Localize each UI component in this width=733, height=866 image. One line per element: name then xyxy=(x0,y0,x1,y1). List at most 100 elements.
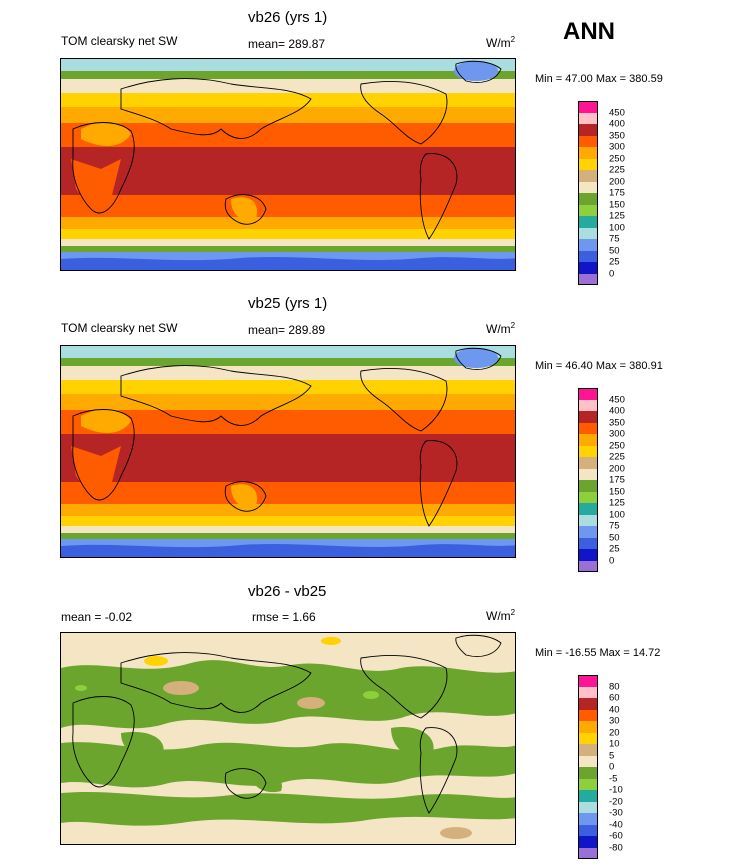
panel2-mean: mean= 289.89 xyxy=(248,323,326,337)
panel1-cb-tick: 50 xyxy=(609,245,620,256)
panel3-cb-tick: -80 xyxy=(609,842,623,853)
colorbar-frame xyxy=(578,388,598,572)
colorbar-swatch xyxy=(578,250,598,262)
colorbar-swatch xyxy=(578,537,598,549)
colorbar-swatch xyxy=(578,767,598,779)
colorbar-swatch xyxy=(578,399,598,411)
band-arctic xyxy=(61,59,515,71)
panel1-cb-tick: 150 xyxy=(609,199,625,210)
colorbar-swatch xyxy=(578,744,598,756)
colorbar-swatch xyxy=(578,216,598,228)
north-america-coast xyxy=(360,368,448,432)
colorbar-swatch xyxy=(578,273,598,285)
panel1-mean: mean= 289.87 xyxy=(248,37,326,51)
panel2-cb-tick: 75 xyxy=(609,520,620,532)
panel3-cb-tick: 10 xyxy=(609,738,620,750)
panel2-cb-tick: 400 xyxy=(609,405,625,417)
band-equator xyxy=(61,147,515,195)
north-america-coast xyxy=(360,81,448,145)
colorbar-swatch xyxy=(578,480,598,492)
band-s-mid xyxy=(61,229,515,239)
panel3-cb-tick: 60 xyxy=(609,692,620,704)
colorbar-frame xyxy=(578,675,598,859)
panel1-cb-tick: 300 xyxy=(609,141,625,153)
band-n-mid xyxy=(61,93,515,107)
panel3-cb-tick: 20 xyxy=(609,727,620,738)
panel2-units: W/m2 xyxy=(486,321,516,336)
colorbar-swatch xyxy=(578,675,598,687)
panel3-cb-tick: 30 xyxy=(609,715,620,727)
colorbar-swatch xyxy=(578,170,598,182)
panel1-cb-tick: 200 xyxy=(609,176,625,187)
panel2-cb-tick: 350 xyxy=(609,417,625,428)
band-s-trop xyxy=(61,195,515,217)
colorbar-swatch xyxy=(578,135,598,147)
panel1-cb-tick: 450 xyxy=(609,107,625,118)
colorbar-swatch xyxy=(578,112,598,124)
eurasia-coast xyxy=(120,365,312,426)
panel3-cb-tick: -10 xyxy=(609,784,623,796)
band-n-high xyxy=(61,79,515,93)
panel2-map-svg xyxy=(61,346,515,557)
panel2-cb-tick: 50 xyxy=(609,532,620,543)
panel1-cb-tick: 350 xyxy=(609,130,625,141)
colorbar-swatch xyxy=(578,709,598,721)
colorbar-swatch xyxy=(578,422,598,434)
africa-coast xyxy=(72,409,135,501)
panel1-title: vb26 (yrs 1) xyxy=(248,9,328,26)
band-s-subpolar xyxy=(61,246,515,252)
panel3-units: W/m2 xyxy=(486,608,516,623)
panel1-cb-tick: 175 xyxy=(609,187,625,199)
panel1-map-svg xyxy=(61,59,515,270)
panel1-cb-tick: 250 xyxy=(609,153,625,164)
colorbar-swatch xyxy=(578,411,598,423)
panel2-title: vb25 (yrs 1) xyxy=(248,295,328,312)
panel3-mean: mean = -0.02 xyxy=(61,610,133,624)
panel1-cb-tick: 25 xyxy=(609,256,620,268)
panel1-units: W/m2 xyxy=(486,35,516,50)
panel1-cb-tick: 75 xyxy=(609,233,620,245)
panel3-minmax: Min = -16.55 Max = 14.72 xyxy=(535,647,661,659)
colorbar-swatch xyxy=(578,560,598,572)
colorbar-swatch xyxy=(578,239,598,251)
colorbar-swatch xyxy=(578,778,598,790)
panel1-cb-tick: 100 xyxy=(609,222,625,233)
band-arctic xyxy=(61,346,515,358)
panel2-cb-tick: 175 xyxy=(609,474,625,486)
colorbar-swatch xyxy=(578,193,598,205)
colorbar-swatch xyxy=(578,445,598,457)
colorbar-swatch xyxy=(578,813,598,825)
colorbar-swatch xyxy=(578,468,598,480)
colorbar-swatch xyxy=(578,503,598,515)
band-subarctic xyxy=(61,71,515,79)
panel3-cb-tick: 5 xyxy=(609,750,615,761)
panel3-cb-tick: 80 xyxy=(609,681,620,692)
eurasia-coast xyxy=(120,78,312,139)
panel3-map-svg xyxy=(61,633,515,844)
colorbar-swatch xyxy=(578,262,598,274)
panel3-cb-tick: -30 xyxy=(609,807,623,819)
panel1-cb-tick: 225 xyxy=(609,164,625,176)
colorbar-swatch xyxy=(578,836,598,848)
colorbar-swatch xyxy=(578,227,598,239)
colorbar-swatch xyxy=(578,457,598,469)
colorbar-swatch xyxy=(578,526,598,538)
panel2-field-label: TOM clearsky net SW xyxy=(61,321,178,335)
panel1-cb-tick: 400 xyxy=(609,118,625,130)
panel3-cb-tick: -20 xyxy=(609,796,623,807)
colorbar-swatch xyxy=(578,158,598,170)
colorbar-swatch xyxy=(578,847,598,859)
colorbar-swatch xyxy=(578,790,598,802)
colorbar-swatch xyxy=(578,824,598,836)
panel3-rmse: rmse = 1.66 xyxy=(252,610,316,624)
colorbar-swatch xyxy=(578,204,598,216)
colorbar-swatch xyxy=(578,721,598,733)
panel1-cb-tick: 0 xyxy=(609,268,615,279)
colorbar-swatch xyxy=(578,698,598,710)
panel3-cb-tick: -5 xyxy=(609,773,618,784)
colorbar-swatch xyxy=(578,124,598,136)
band-s-high xyxy=(61,239,515,246)
panel3-cb-tick: 40 xyxy=(609,704,620,715)
panel3-cb-tick: -40 xyxy=(609,819,623,830)
africa-coast xyxy=(72,122,135,214)
